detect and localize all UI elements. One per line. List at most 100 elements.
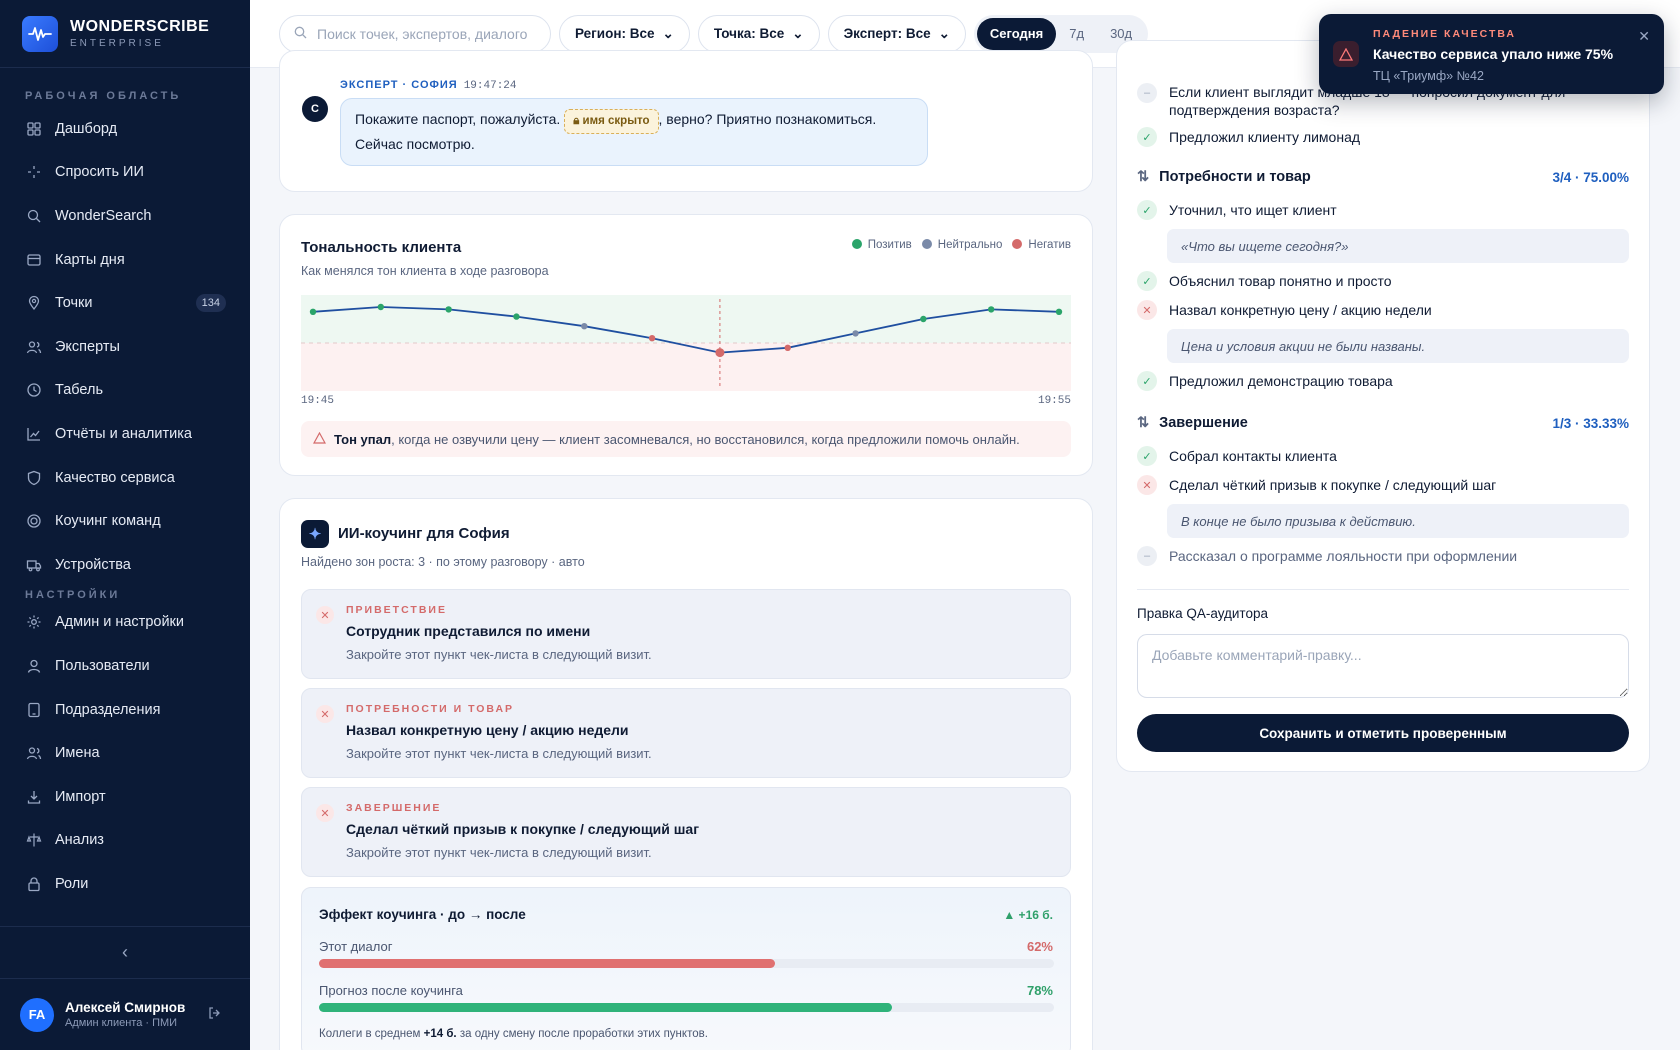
search-input[interactable]	[317, 25, 527, 42]
filter-point[interactable]: Точка: Все ⌄	[697, 14, 820, 53]
checklist-item[interactable]: ✓ Уточнил, что ищет клиент	[1137, 200, 1337, 220]
legend-neutral-label: Нейтрально	[937, 239, 1003, 251]
section-score: 1/3 · 33.33%	[1552, 415, 1629, 431]
checklist-item[interactable]: ✓ Предложил демонстрацию товара	[1137, 371, 1393, 391]
checklist-item[interactable]: ✕ Назвал конкретную цену / акцию недели	[1137, 300, 1432, 320]
message-text-line2: Сейчас посмотрю.	[355, 136, 475, 152]
checklist-item[interactable]: – Рассказал о программе лояльности при оф…	[1137, 546, 1517, 566]
period-today[interactable]: Сегодня	[976, 17, 1057, 50]
sidebar-item[interactable]: Устройства	[0, 543, 250, 587]
sidebar-item[interactable]: Имена	[0, 731, 250, 775]
sidebar-item[interactable]: Качество сервиса	[0, 456, 250, 500]
sidebar-item[interactable]: Точки 134	[0, 281, 250, 325]
legend-negative: Негатив	[1012, 239, 1071, 251]
coaching-subtitle: Найдено зон роста: 3 · по этому разговор…	[301, 555, 585, 569]
logo-icon	[22, 15, 58, 52]
bar-before-label: Этот диалог	[319, 939, 393, 954]
effect-footer-text1: Коллеги в среднем	[319, 1028, 424, 1040]
growth-category: ПРИВЕТСТВИЕ	[346, 604, 447, 616]
sidebar-item[interactable]: Анализ	[0, 819, 250, 863]
tone-subtitle: Как менялся тон клиента в ходе разговора	[301, 264, 549, 278]
sidebar-item[interactable]: Табель	[0, 369, 250, 413]
growth-title: Назвал конкретную цену / акцию недели	[346, 722, 629, 738]
warning-icon	[1333, 41, 1359, 67]
sidebar-item[interactable]: Спросить ИИ	[0, 151, 250, 195]
sidebar-item[interactable]: Дашборд	[0, 107, 250, 151]
x-axis-start-label: 19:45	[301, 395, 335, 407]
sidebar-item[interactable]: Карты дня	[0, 238, 250, 282]
lock-icon	[25, 875, 43, 893]
sidebar-item[interactable]: Роли	[0, 862, 250, 906]
sidebar-item[interactable]: Коучинг команд	[0, 499, 250, 543]
growth-item[interactable]: ✕ ЗАВЕРШЕНИЕ Сделал чёткий призыв к поку…	[301, 787, 1071, 877]
sidebar-item-label: Коучинг команд	[55, 513, 161, 530]
qa-label: Правка QA-аудитора	[1137, 606, 1268, 621]
user-profile[interactable]: FA Алексей Смирнов Админ клиента · ПМИ	[0, 978, 250, 1050]
checklist-item[interactable]: ✓ Собрал контакты клиента	[1137, 446, 1337, 466]
bar-before-track	[319, 959, 1054, 968]
bar-after-fill	[319, 1003, 893, 1012]
growth-item[interactable]: ✕ ПРИВЕТСТВИЕ Сотрудник представился по …	[301, 589, 1071, 679]
checklist-item-text: Сделал чёткий призыв к покупке / следующ…	[1169, 477, 1497, 493]
effect-title: Эффект коучинга · до → после	[319, 907, 526, 922]
growth-category: ЗАВЕРШЕНИЕ	[346, 802, 442, 814]
hidden-name-label: имя скрыто	[582, 115, 650, 127]
growth-item[interactable]: ✕ ПОТРЕБНОСТИ И ТОВАР Назвал конкретную …	[301, 688, 1071, 778]
filter-point-label: Точка: Все	[713, 26, 785, 41]
tone-card: Тональность клиента Как менялся тон клие…	[279, 214, 1093, 476]
tablet-icon	[25, 701, 43, 719]
section-header-closing[interactable]: ⇅ Завершение 1/3 · 33.33%	[1137, 415, 1629, 431]
period-30d[interactable]: 30д	[1110, 26, 1133, 41]
section-header-needs[interactable]: ⇅ Потребности и товар 3/4 · 75.00%	[1137, 169, 1629, 185]
analysis-icon	[25, 831, 43, 849]
checklist-item[interactable]: ✓ Объяснил товар понятно и просто	[1137, 271, 1392, 291]
quality-alert-toast[interactable]: ПАДЕНИЕ КАЧЕСТВА Качество сервиса упало …	[1319, 14, 1664, 94]
sidebar-item-label: Роли	[55, 875, 89, 892]
logout-icon[interactable]	[208, 1006, 222, 1023]
tone-legend: Позитив Нейтрально Негатив	[851, 239, 1071, 251]
user-role: Админ клиента · ПМИ	[65, 1017, 178, 1029]
bar-before-value: 62%	[1026, 939, 1053, 954]
tone-point	[715, 348, 725, 358]
na-icon: –	[1137, 83, 1157, 103]
save-reviewed-button[interactable]: Сохранить и отметить проверенным	[1137, 714, 1629, 752]
sidebar-item[interactable]: Подразделения	[0, 688, 250, 732]
sidebar-item[interactable]: Админ и настройки	[0, 601, 250, 645]
search-box[interactable]	[279, 14, 551, 53]
filter-region[interactable]: Регион: Все ⌄	[559, 14, 690, 53]
sidebar-item[interactable]: Пользователи	[0, 644, 250, 688]
x-icon: ✕	[1137, 475, 1157, 495]
sidebar-item-label: Эксперты	[55, 338, 120, 355]
message-text-part1: Покажите паспорт, пожалуйста.	[355, 111, 561, 127]
growth-title: Сделал чёткий призыв к покупке / следующ…	[346, 821, 700, 837]
shield-icon	[25, 469, 43, 487]
tone-point	[784, 344, 791, 351]
checklist-item[interactable]: ✓ Предложил клиенту лимонад	[1137, 127, 1360, 147]
grid-icon	[25, 120, 43, 138]
tone-note-bold: Тон упал	[334, 431, 392, 447]
check-icon: ✓	[1137, 271, 1157, 291]
sidebar-item[interactable]: Отчёты и аналитика	[0, 412, 250, 456]
growth-desc: Закройте этот пункт чек-листа в следующи…	[346, 746, 652, 761]
toast-subtitle: ТЦ «Триумф» №42	[1373, 69, 1484, 83]
target-icon	[25, 512, 43, 530]
close-icon[interactable]: ✕	[1638, 28, 1650, 44]
x-icon: ✕	[316, 804, 334, 822]
sidebar-item-label: Админ и настройки	[55, 614, 184, 631]
filter-expert[interactable]: Эксперт: Все ⌄	[827, 14, 966, 53]
period-7d[interactable]: 7д	[1069, 26, 1085, 41]
brand[interactable]: WONDERSCRIBE ENTERPRISE	[0, 0, 250, 68]
sidebar-item[interactable]: Эксперты	[0, 325, 250, 369]
filter-expert-label: Эксперт: Все	[843, 26, 931, 41]
bar-after-value: 78%	[1026, 983, 1053, 998]
tone-chart	[301, 295, 1071, 391]
checklist-item[interactable]: ✕ Сделал чёткий призыв к покупке / следую…	[1137, 475, 1496, 495]
sidebar-item[interactable]: WonderSearch	[0, 194, 250, 238]
collapse-sidebar-button[interactable]: ‹	[0, 926, 250, 978]
qa-comment-field[interactable]	[1137, 634, 1629, 698]
hidden-name-chip[interactable]: 🔒︎ имя скрыто	[564, 109, 659, 134]
check-icon: ✓	[1137, 127, 1157, 147]
sidebar-item[interactable]: Импорт	[0, 775, 250, 819]
sidebar-item-label: Пользователи	[55, 657, 150, 674]
transcript-card: С ЭКСПЕРТ · СОФИЯ 19:47:24 Покажите паспо…	[279, 50, 1093, 192]
